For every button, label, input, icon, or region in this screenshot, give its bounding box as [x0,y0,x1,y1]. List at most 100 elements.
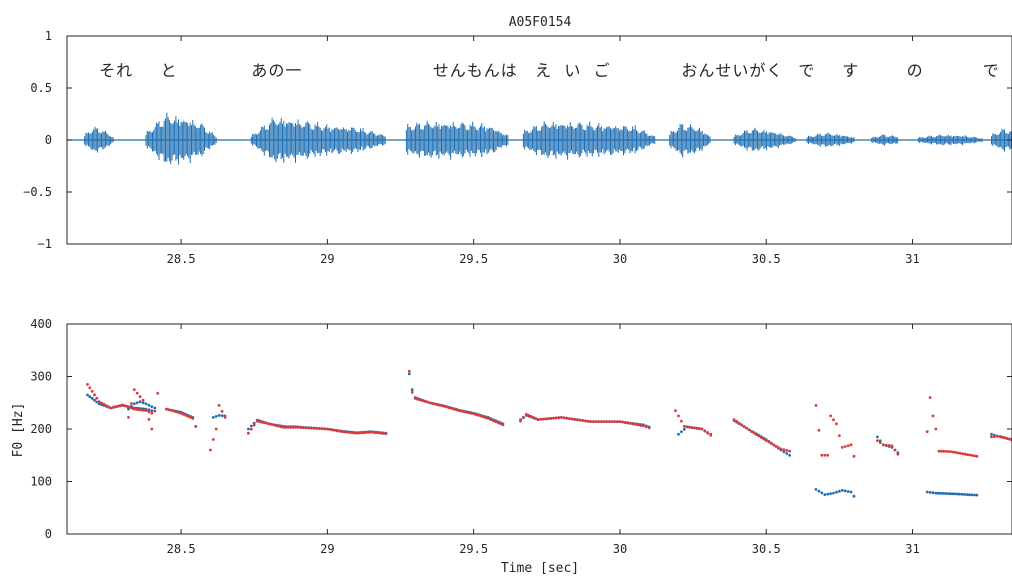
f0-point [613,420,616,423]
f0-point [335,429,339,433]
f0-point [750,430,753,433]
f0-point [552,416,555,420]
f0-point [345,430,349,434]
f0-point [137,408,141,412]
f0-point [634,423,637,426]
f0-point [333,428,337,432]
f0-point [467,411,471,415]
f0-point [544,417,548,421]
f0-point [418,398,422,402]
waveform-segment [733,127,796,151]
f0-point [169,409,173,412]
f0-point [97,402,101,406]
f0-point [782,448,786,451]
f0-point [328,428,332,431]
f0-point [887,444,891,447]
f0-point [817,489,821,493]
f0-point [310,426,313,430]
f0-point [217,414,221,417]
f0-y-axis-label: F0 [Hz] [11,403,26,458]
f0-point [294,426,298,429]
f0-point [144,402,148,406]
waveform-segment [250,117,386,163]
f0-point [788,449,791,453]
f0-point [167,408,171,412]
f0-point [881,443,885,447]
f0-point [970,493,974,497]
f0-point [428,401,432,405]
f0-point [565,416,569,420]
f0-point [829,492,832,495]
f0-point [477,414,480,417]
f0-point [788,453,791,457]
waveform-path [733,127,796,151]
f0-point [450,407,454,410]
f0-point [279,425,283,429]
f0-point [147,410,151,414]
f0-point [315,427,319,430]
f0-point [326,427,329,431]
f0-point [150,409,154,412]
f0-point [320,427,324,431]
f0-point [814,404,818,407]
f0-point [939,449,943,453]
f0-point [272,423,276,427]
f0-point [484,416,488,420]
waveform-y-tick-label: 0.5 [30,81,52,95]
f0-point [742,425,746,428]
f0-point [937,449,941,453]
f0-y-tick-label: 300 [30,370,52,384]
f0-point [639,424,643,427]
f0-point [144,408,148,412]
f0-point [764,439,768,442]
f0-point [430,402,434,405]
f0-point [934,427,938,431]
f0-point [884,443,888,447]
f0-point [779,447,783,451]
f0-point [568,417,571,420]
f0-point [95,400,99,404]
f0-point [1008,437,1012,441]
f0-point [955,492,959,496]
waveform-y-ticks: −1 −0.5 0 0.5 1 [23,29,1012,251]
f0-point [928,491,932,494]
f0-point [943,492,947,495]
f0-point [369,430,373,434]
f0-point [973,493,976,497]
waveform-y-tick-label: −0.5 [23,185,52,199]
f0-point [817,428,821,432]
f0-point [644,425,648,429]
f0-point [581,419,585,422]
f0-y-tick-label: 400 [30,317,52,331]
f0-point [752,431,756,435]
f0-point [996,435,999,438]
f0-point [457,409,461,412]
waveform-y-tick-label: 0 [45,133,52,147]
f0-point [360,431,363,435]
f0-point [626,421,630,425]
f0-point [832,491,835,495]
f0-point [486,417,490,420]
f0-point [379,431,383,435]
f0-point [123,404,127,408]
f0-point [147,408,151,412]
f0-point [179,411,183,415]
f0-point [534,417,538,420]
waveform-x-tick-label: 28.5 [167,252,196,266]
f0-point [968,453,972,457]
f0-point [384,432,388,436]
f0-point [944,450,948,453]
f0-point [956,451,960,455]
f0-point [211,438,215,441]
f0-point [823,453,827,457]
f0-point [365,431,368,434]
f0-point [1001,435,1004,439]
f0-point [182,412,185,416]
f0-point [677,414,680,418]
f0-point [547,417,550,420]
f0-point [958,451,962,455]
f0-point [150,405,154,408]
waveform-x-tick-label: 30.5 [752,252,781,266]
transcript-labels: それとあの一 せんもんはえいごおんせいがくですので [99,61,999,80]
f0-point [782,450,786,454]
